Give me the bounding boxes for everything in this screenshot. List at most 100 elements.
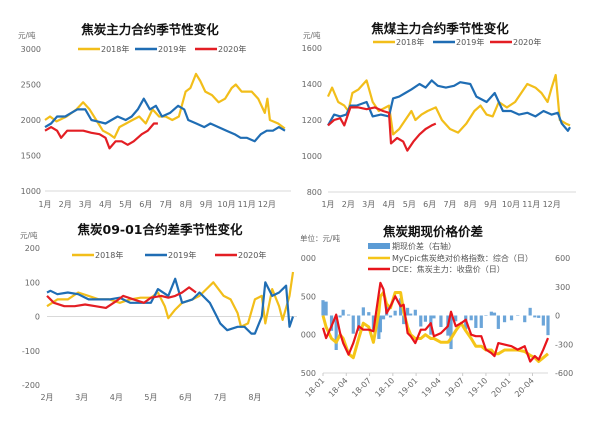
x-tick-label: 4月 — [382, 200, 395, 209]
y-tick-label: 1000 — [302, 152, 322, 161]
chart-title: 焦煤主力合约季节性变化 — [370, 21, 509, 36]
basis-bar — [357, 315, 361, 331]
basis-bar — [528, 307, 532, 316]
y-tick-label-right: 0 — [555, 312, 560, 321]
basis-bar — [423, 315, 428, 322]
x-tick-label: 8月 — [180, 200, 193, 209]
legend-label: MyCpic焦炭绝对价格指数：综合（日） — [392, 253, 533, 263]
x-tick-label: 11月 — [238, 200, 256, 209]
x-tick-label: 3月 — [79, 200, 92, 209]
basis-bar — [541, 315, 545, 326]
basis-bar — [439, 315, 443, 327]
legend-label: 2018年 — [95, 250, 123, 260]
basis-bar — [329, 315, 334, 331]
basis-bar — [479, 315, 483, 328]
x-tick-label: 12月 — [258, 200, 276, 209]
y-tick-label: 1600 — [302, 44, 322, 53]
x-tick-label: 6月 — [179, 393, 192, 402]
series-line-2019年 — [46, 277, 295, 335]
basis-bar — [393, 310, 397, 316]
basis-bar — [496, 315, 500, 329]
basis-bar — [378, 315, 383, 333]
basis-bar — [371, 315, 376, 330]
y-tick-label-left: 1500 — [296, 369, 316, 378]
x-tick-label: 8月 — [248, 393, 261, 402]
basis-bar — [523, 315, 527, 323]
chart-title: 焦炭主力合约季节性变化 — [80, 22, 219, 37]
basis-bar — [405, 307, 410, 316]
y-tick-label: -200 — [22, 381, 40, 390]
x-tick-label: 11月 — [522, 200, 540, 209]
x-tick-label: 3月 — [362, 200, 375, 209]
basis-bar — [347, 314, 351, 316]
y-axis-unit: 元/吨 — [303, 30, 321, 40]
legend-label: 2020年 — [218, 44, 246, 54]
y-axis-unit: 元/吨 — [20, 230, 38, 240]
basis-bar — [537, 315, 541, 318]
basis-bar — [324, 301, 328, 316]
legend-label: 期现价差（右轴） — [392, 241, 456, 251]
basis-bar — [474, 315, 478, 328]
x-tick-label: 19-07 — [443, 376, 466, 399]
basis-bar — [509, 315, 514, 321]
y-tick-label-right: 600 — [555, 254, 570, 263]
y-tick-label: 2500 — [21, 81, 41, 90]
basis-bar — [502, 315, 507, 323]
basis-bar — [432, 315, 436, 319]
basis-bar — [489, 311, 493, 316]
x-tick-label: 10月 — [502, 200, 520, 209]
x-tick-label: 19-01 — [397, 376, 420, 399]
legend-label: 2020年 — [238, 250, 266, 260]
x-tick-label: 18-07 — [350, 376, 373, 399]
basis-bar — [419, 315, 423, 327]
series-line-2018年 — [44, 72, 286, 139]
x-tick-label: 8月 — [464, 200, 477, 209]
x-tick-label: 5月 — [119, 200, 132, 209]
series-line-2019年 — [44, 97, 286, 143]
x-tick-label: 18-04 — [327, 376, 350, 399]
legend-label: 2019年 — [158, 44, 186, 54]
x-tick-label: 10月 — [217, 200, 235, 209]
basis-bar — [367, 312, 371, 316]
basis-bar — [321, 300, 325, 316]
x-tick-label: 12月 — [543, 200, 561, 209]
x-tick-label: 19-10 — [467, 376, 490, 399]
y-tick-label: 800 — [307, 188, 322, 197]
x-tick-label: 20-01 — [490, 376, 513, 399]
basis-bar — [413, 309, 417, 316]
x-tick-label: 18-01 — [304, 376, 327, 399]
y-tick-label: 200 — [25, 244, 40, 253]
legend-label: 2019年 — [456, 37, 484, 47]
left-axis-labels: 1500 2000 2500 3000 — [296, 254, 316, 378]
series-line-2020年 — [327, 106, 437, 152]
basis-bar — [334, 315, 338, 350]
series-line-DCE：焦炭主力：收盘价（日） — [321, 281, 550, 363]
basis-bar — [454, 315, 458, 322]
x-tick-label: 19-04 — [420, 376, 443, 399]
y-axis-unit: 单位：元/吨 — [300, 233, 341, 243]
x-tick-label: 6月 — [139, 200, 152, 209]
basis-bar — [341, 309, 345, 316]
x-tick-label: 6月 — [423, 200, 436, 209]
y-tick-label-left: 3000 — [296, 254, 316, 263]
series-line-2020年 — [44, 122, 158, 150]
chart-title: 焦炭期现价格价差 — [382, 224, 483, 239]
x-tick-label: 4月 — [99, 200, 112, 209]
y-tick-label-right: -600 — [555, 369, 573, 378]
basis-bar — [381, 315, 386, 320]
y-tick-label: 1400 — [302, 80, 322, 89]
series-line-2019年 — [327, 79, 571, 132]
legend-label: 2018年 — [396, 37, 424, 47]
y-tick-label: 1000 — [21, 187, 41, 196]
series-line-2018年 — [326, 73, 571, 136]
basis-bar — [449, 315, 453, 350]
x-tick-label: 9月 — [200, 200, 213, 209]
x-tick-label: 20-04 — [513, 376, 536, 399]
series-line-2018年 — [46, 271, 295, 328]
y-tick-label: 100 — [25, 278, 40, 287]
y-axis-unit: 元/吨 — [18, 30, 36, 40]
series-line-MyCpic焦炭绝对价格指数：综合（日） — [321, 291, 549, 363]
y-tick-label: -100 — [22, 347, 40, 356]
